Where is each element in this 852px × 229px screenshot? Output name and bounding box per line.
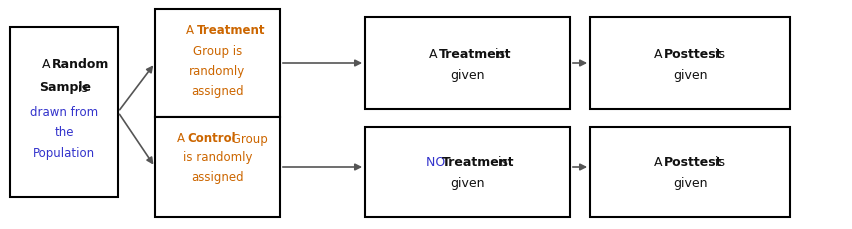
Text: given: given (673, 68, 707, 81)
Text: Treatment: Treatment (197, 23, 265, 36)
Text: Treatment: Treatment (441, 156, 514, 169)
Text: Group is: Group is (193, 45, 242, 58)
Text: assigned: assigned (191, 171, 244, 184)
Bar (365, 128, 570, 217)
Text: Sample: Sample (39, 81, 91, 94)
Bar (155, 117, 280, 217)
Text: is: is (74, 81, 88, 94)
Text: A: A (187, 23, 198, 36)
Text: A: A (177, 132, 188, 145)
Bar (365, 18, 570, 109)
Text: drawn from: drawn from (30, 106, 98, 119)
Text: A: A (42, 58, 54, 71)
Text: is: is (711, 48, 725, 61)
Text: Control: Control (187, 132, 236, 145)
Text: given: given (673, 176, 707, 189)
Text: Group: Group (227, 132, 268, 145)
Text: NO: NO (426, 156, 449, 169)
Text: the: the (55, 126, 74, 139)
Text: A: A (654, 156, 666, 169)
Bar (155, 10, 280, 117)
Text: Random: Random (52, 58, 109, 71)
Text: given: given (450, 176, 485, 189)
Bar (590, 18, 790, 109)
Text: A: A (654, 48, 666, 61)
Bar (10, 28, 118, 197)
Text: assigned: assigned (191, 85, 244, 98)
Text: given: given (450, 68, 485, 81)
Text: A: A (429, 48, 441, 61)
Text: Treatment: Treatment (439, 48, 511, 61)
Bar (590, 128, 790, 217)
Text: Population: Population (33, 146, 95, 159)
Text: is: is (493, 156, 508, 169)
Text: is: is (491, 48, 505, 61)
Text: is randomly: is randomly (182, 151, 252, 164)
Text: is: is (711, 156, 725, 169)
Text: randomly: randomly (189, 65, 245, 78)
Text: Posttest: Posttest (665, 48, 722, 61)
Text: Posttest: Posttest (665, 156, 722, 169)
